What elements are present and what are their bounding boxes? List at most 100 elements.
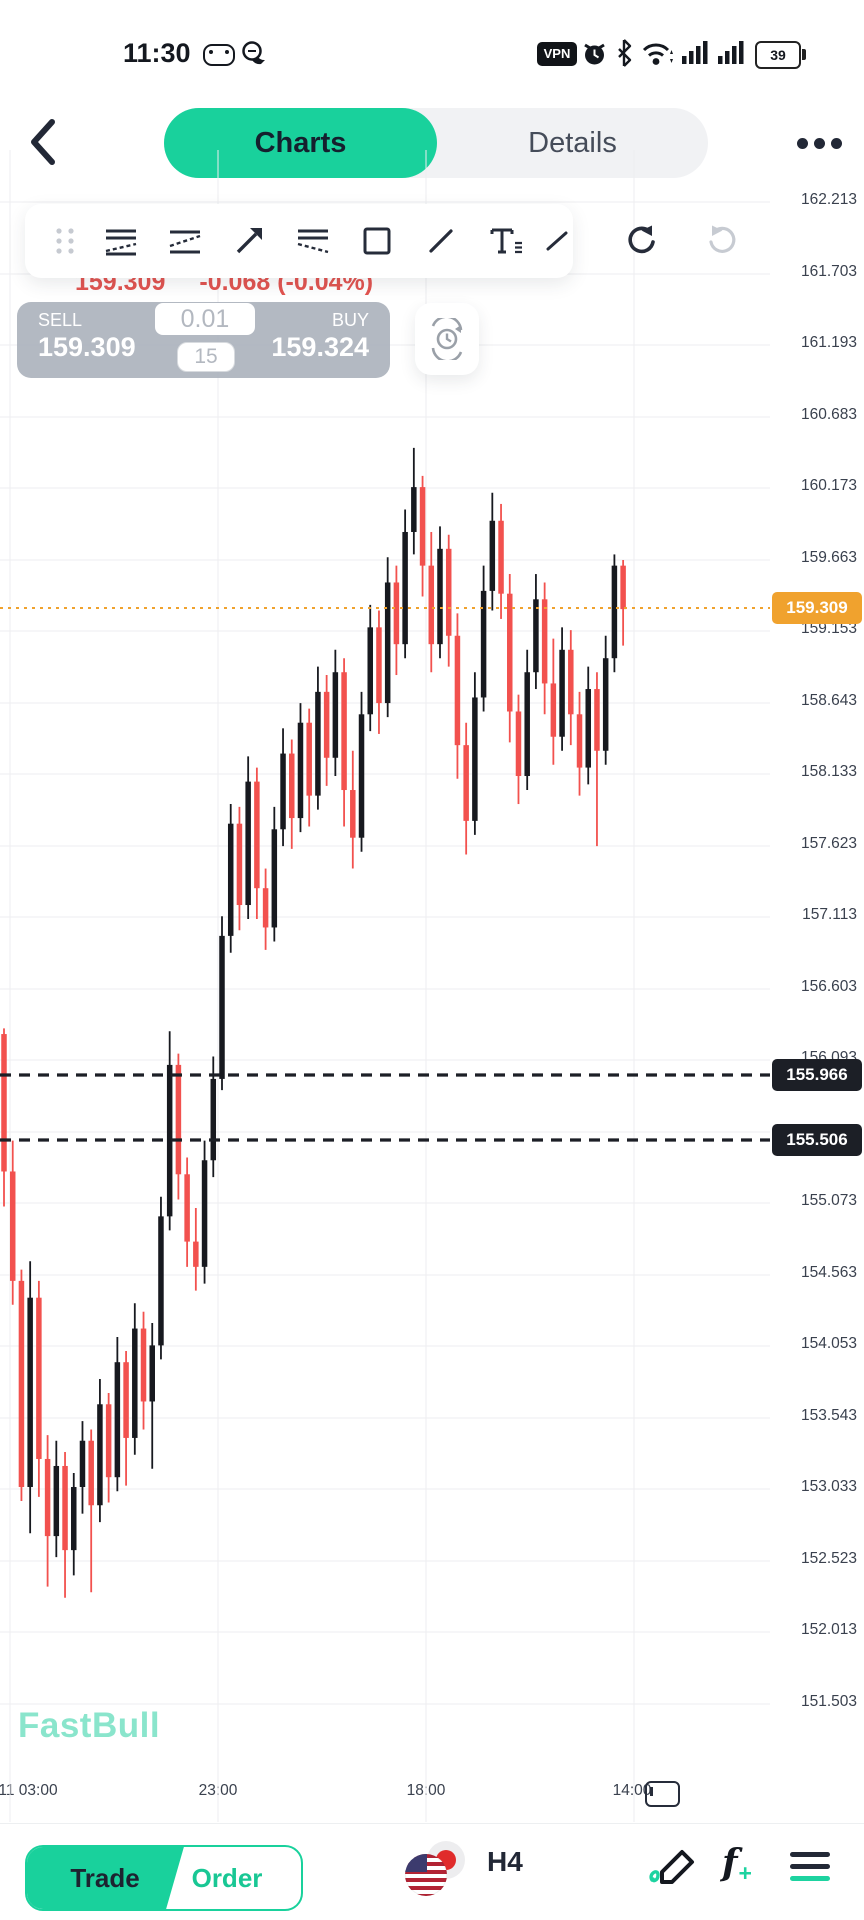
back-chevron-icon[interactable] bbox=[24, 116, 60, 168]
timeframe-selector[interactable]: H4 bbox=[487, 1846, 523, 1877]
landscape-mode-icon[interactable] bbox=[645, 1781, 680, 1807]
price-axis-label: 152.523 bbox=[800, 1550, 857, 1567]
tab-details[interactable]: Details bbox=[528, 127, 617, 159]
order-history-button[interactable] bbox=[415, 303, 479, 375]
line-tool[interactable] bbox=[409, 219, 473, 263]
time-axis-label: 11 03:00 bbox=[0, 1782, 58, 1799]
volume-field[interactable]: 0.01 bbox=[155, 303, 255, 335]
candle bbox=[463, 745, 469, 821]
draw-pencil-icon[interactable] bbox=[648, 1844, 700, 1894]
tab-charts[interactable]: Charts bbox=[164, 108, 437, 178]
price-axis-label: 160.683 bbox=[800, 406, 857, 423]
indicator-f-plus-icon[interactable]: f+ bbox=[722, 1842, 752, 1886]
price-axis-label: 158.643 bbox=[800, 692, 857, 709]
chart-canvas[interactable] bbox=[0, 150, 770, 1822]
candle bbox=[88, 1440, 94, 1506]
status-time: 11:30 bbox=[123, 38, 191, 68]
candle bbox=[280, 753, 286, 830]
drag-handle[interactable] bbox=[41, 219, 89, 263]
sell-price-button[interactable]: 159.309 bbox=[38, 332, 136, 362]
candle bbox=[114, 1362, 121, 1478]
partial-line-tool[interactable] bbox=[537, 219, 573, 263]
candle bbox=[350, 790, 356, 838]
candle bbox=[585, 689, 591, 768]
candle bbox=[393, 582, 400, 645]
price-axis-label: 160.173 bbox=[800, 477, 857, 494]
candle bbox=[254, 781, 260, 889]
candle bbox=[271, 829, 278, 928]
candle bbox=[550, 683, 557, 737]
order-tab[interactable]: Order bbox=[191, 1863, 263, 1893]
more-dots-icon[interactable] bbox=[797, 138, 842, 149]
redo-icon[interactable] bbox=[704, 222, 742, 260]
text-tool[interactable] bbox=[473, 219, 537, 263]
candle bbox=[210, 1078, 217, 1161]
candle bbox=[18, 1280, 25, 1488]
candle bbox=[454, 635, 461, 746]
candle bbox=[498, 520, 504, 594]
spread-value: 15 bbox=[177, 342, 235, 372]
price-axis-label: 161.703 bbox=[800, 263, 857, 280]
price-axis-label: 157.113 bbox=[802, 906, 857, 923]
rectangle-tool[interactable] bbox=[345, 219, 409, 263]
buy-price-button[interactable]: 159.324 bbox=[271, 332, 369, 362]
order-line-badge[interactable]: 155.506 bbox=[772, 1124, 862, 1156]
undo-icon[interactable] bbox=[622, 222, 660, 260]
price-axis-label: 151.503 bbox=[800, 1693, 857, 1710]
candle bbox=[611, 565, 618, 659]
candle bbox=[166, 1064, 173, 1217]
candle bbox=[289, 753, 295, 819]
candle bbox=[428, 565, 435, 645]
candle bbox=[367, 627, 373, 715]
descending-channel-tool[interactable] bbox=[281, 219, 345, 263]
order-history-clock-icon bbox=[431, 318, 463, 360]
trade-tab[interactable]: Trade bbox=[70, 1863, 140, 1893]
candle bbox=[27, 1297, 33, 1488]
candle bbox=[358, 714, 365, 838]
candle bbox=[53, 1465, 60, 1537]
price-axis-label: 159.153 bbox=[800, 620, 857, 637]
candle bbox=[620, 565, 626, 610]
candle bbox=[105, 1404, 112, 1478]
candle bbox=[437, 548, 443, 645]
drawing-toolbar bbox=[25, 204, 573, 278]
candle bbox=[384, 582, 391, 704]
candle bbox=[507, 593, 513, 712]
candle bbox=[201, 1160, 208, 1267]
fastbull-watermark: FastBull bbox=[18, 1706, 161, 1745]
candle bbox=[262, 888, 269, 928]
candle bbox=[341, 672, 347, 791]
vpn-badge: VPN bbox=[537, 42, 577, 66]
candle bbox=[376, 627, 382, 704]
ascending-channel-tool[interactable] bbox=[153, 219, 217, 263]
alarm-clock-icon bbox=[584, 43, 605, 65]
candle bbox=[402, 531, 408, 645]
horizontal-lines-tool[interactable] bbox=[89, 219, 153, 263]
price-axis-label: 153.033 bbox=[800, 1478, 857, 1495]
candle bbox=[149, 1345, 155, 1402]
candle bbox=[62, 1465, 68, 1551]
candle bbox=[480, 590, 487, 698]
candle bbox=[175, 1064, 182, 1175]
candle bbox=[44, 1458, 51, 1537]
sell-label: SELL bbox=[38, 310, 83, 330]
usdjpy-flag-icon[interactable] bbox=[405, 1841, 467, 1903]
candle bbox=[219, 935, 225, 1079]
pill-device-icon bbox=[203, 44, 235, 66]
tab-group: Charts Details bbox=[164, 108, 708, 178]
price-axis-label: 162.213 bbox=[800, 191, 857, 208]
candle bbox=[123, 1362, 129, 1438]
order-line-badge[interactable]: 155.966 bbox=[772, 1059, 862, 1091]
arrow-tool[interactable] bbox=[217, 219, 281, 263]
price-axis-label: 153.543 bbox=[800, 1407, 857, 1424]
candle bbox=[524, 672, 530, 777]
menu-hamburger-icon[interactable] bbox=[790, 1852, 830, 1881]
candle bbox=[184, 1174, 190, 1242]
candle bbox=[193, 1241, 199, 1267]
trade-panel: SELL 159.309 BUY 159.324 0.01 15 bbox=[17, 302, 390, 378]
candle bbox=[419, 487, 426, 566]
price-axis-label: 155.073 bbox=[800, 1192, 857, 1209]
candle bbox=[9, 1171, 16, 1281]
candle bbox=[489, 520, 496, 591]
price-axis-label: 154.053 bbox=[800, 1335, 857, 1352]
